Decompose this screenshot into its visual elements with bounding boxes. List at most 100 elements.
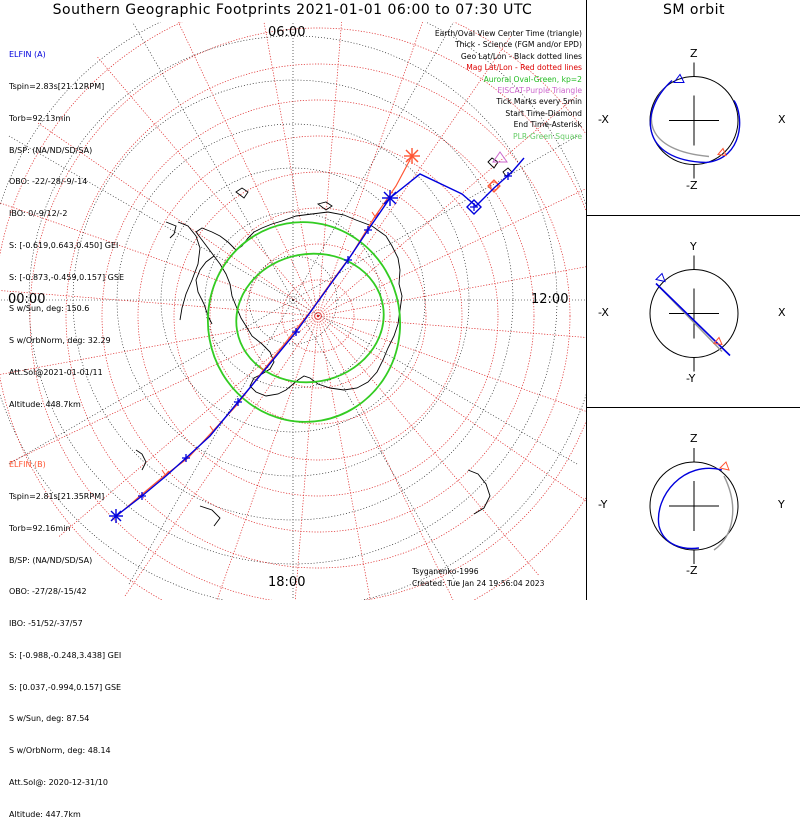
legend-item: End Time-Asterisk bbox=[513, 120, 582, 130]
mag-longitude-line bbox=[317, 188, 586, 317]
elfin-a-line: S: [-0.619,0.643,0.450] GEI bbox=[9, 240, 119, 250]
legend-item: EISCAT-Purple Triangle bbox=[497, 85, 582, 95]
geo-longitude-line bbox=[292, 134, 579, 301]
elfin-a-line: Tspin=2.83s[21.12RPM] bbox=[9, 81, 105, 91]
mag-latitude-circle bbox=[101, 99, 535, 533]
mag-longitude-line bbox=[177, 22, 319, 317]
map-legend: Earth/Oval View Center Time (triangle) Th… bbox=[435, 28, 582, 142]
elfin-a-line: IBO: 0/-9/12/-2 bbox=[9, 209, 68, 219]
geo-longitude-line bbox=[292, 299, 459, 586]
orbit-a bbox=[657, 467, 723, 550]
auroral-oval bbox=[206, 221, 402, 423]
orbit-b bbox=[713, 475, 734, 551]
sm-axis-label-top: Z bbox=[690, 432, 698, 445]
hour-label-right: 12:00 bbox=[531, 292, 569, 307]
orbit-a-triangle bbox=[655, 272, 666, 283]
mag-longitude-line bbox=[0, 290, 319, 317]
mag-longitude-line bbox=[317, 22, 423, 317]
elfin-a-line: B/SP: (NA/ND/SD/SA) bbox=[9, 145, 93, 155]
mag-longitude-line bbox=[317, 315, 586, 412]
eiscat-triangle bbox=[492, 151, 508, 163]
elfin-b-line: S: [0.037,-0.994,0.157] GSE bbox=[9, 682, 122, 692]
elfin-a-track bbox=[109, 157, 525, 523]
elfin-a-line: OBO: -22/-28/-9/-14 bbox=[9, 177, 88, 187]
elfin-b-header: ELFIN (B) bbox=[9, 460, 46, 470]
mag-longitude-line bbox=[317, 95, 578, 317]
mag-longitude-line bbox=[124, 315, 319, 597]
legend-item: Start Time-Diamond bbox=[505, 108, 582, 118]
orbit-a-triangle bbox=[673, 73, 685, 83]
hour-label-top: 06:00 bbox=[268, 25, 306, 40]
mag-longitude-line bbox=[317, 315, 586, 502]
orbit-b-triangle bbox=[719, 461, 730, 471]
mag-longitude-line bbox=[263, 22, 319, 317]
elfin-a-start-diamond bbox=[466, 199, 482, 215]
sm-axis-label-top: Y bbox=[690, 239, 697, 253]
sm-axis-label-right: X bbox=[778, 305, 786, 319]
elfin-b-line: S w/OrbNorm, deg: 48.14 bbox=[9, 746, 111, 756]
elfin-b-line: Att.Sol@: 2020-12-31/10 bbox=[9, 778, 108, 787]
sm-orbit-plot bbox=[649, 448, 739, 564]
elfin-a-line: Altitude: 448.7km bbox=[9, 399, 81, 409]
mag-latitude-circle bbox=[245, 243, 391, 389]
orbit-b-triangle bbox=[717, 147, 727, 157]
sm-axis-label-left: -X bbox=[598, 112, 609, 126]
footprint-map bbox=[0, 0, 800, 600]
legend-item: Mag Lat/Lon - Red dotted lines bbox=[466, 63, 582, 73]
hour-label-left: 00:00 bbox=[8, 292, 46, 307]
geo-longitude-line bbox=[292, 299, 579, 466]
sm-axis-label-top: Z bbox=[690, 46, 698, 60]
elfin-b-info: ELFIN (B) Tspin=2.81s[21.35RPM] Torb=92.… bbox=[9, 439, 121, 831]
elfin-a-line: Att.Sol@2021-01-01/11 bbox=[9, 368, 103, 377]
mag-longitude-line bbox=[216, 315, 319, 600]
created-timestamp: Created: Tue Jan 24 19:56:04 2023 bbox=[412, 579, 545, 588]
sm-orbit-plot bbox=[649, 62, 741, 179]
mag-longitude-line bbox=[97, 56, 319, 317]
elfin-a-info: ELFIN (A) Tspin=2.83s[21.12RPM] Torb=92.… bbox=[9, 29, 124, 421]
sm-axis-label-left: -Y bbox=[598, 498, 608, 511]
mag-latitude-circle bbox=[137, 135, 499, 497]
sm-axis-label-bottom: -Y bbox=[686, 371, 696, 385]
legend-item: Geo Lat/Lon - Black dotted lines bbox=[460, 51, 582, 61]
sm-axis-label-bottom: -Z bbox=[686, 564, 698, 577]
mag-latitude-circle bbox=[29, 27, 586, 600]
orbit-b-triangle bbox=[713, 336, 723, 346]
elfin-a-header: ELFIN (A) bbox=[9, 50, 46, 60]
mag-longitude-line bbox=[58, 315, 319, 537]
mag-longitude-line bbox=[0, 202, 319, 317]
legend-item: Earth/Oval View Center Time (triangle) bbox=[434, 29, 582, 38]
mag-latitude-circle bbox=[173, 171, 463, 461]
mag-latitude-circle bbox=[281, 279, 355, 353]
elfin-b-line: Altitude: 447.7km bbox=[9, 809, 81, 819]
sm-orbit-panel: Z -Z -X X bbox=[588, 22, 800, 215]
geo-longitude-line bbox=[7, 134, 294, 301]
elfin-a-start-asterisk bbox=[109, 509, 123, 523]
elfin-b-line: S w/Sun, deg: 87.54 bbox=[9, 714, 90, 724]
elfin-b-line: Tspin=2.81s[21.35RPM] bbox=[9, 491, 105, 501]
elfin-a-line: S: [-0.873,-0.459,0.157] GSE bbox=[9, 272, 124, 282]
elfin-a-line: S w/OrbNorm, deg: 32.29 bbox=[9, 336, 111, 346]
geo-longitude-line bbox=[292, 22, 454, 301]
legend-item: Thick - Science (FGM and/or EPD) bbox=[455, 40, 582, 50]
antarctica-coastline bbox=[135, 157, 513, 527]
mag-longitude-line bbox=[317, 22, 342, 317]
sm-orbit-panel: Z -Z -Y Y bbox=[588, 408, 800, 600]
mag-longitude-line bbox=[0, 315, 319, 375]
hour-label-bottom: 18:00 bbox=[268, 575, 306, 590]
mag-longitude-line bbox=[294, 315, 319, 600]
sm-orbit-plot bbox=[649, 255, 739, 372]
elfin-a-line: S w/Sun, deg: 150.6 bbox=[9, 304, 90, 314]
elfin-b-end-asterisk bbox=[404, 148, 420, 164]
mag-latitude-circle bbox=[209, 207, 427, 425]
sm-orbit-title: SM orbit bbox=[662, 2, 725, 18]
model-credit: Tsyganenko-1996 bbox=[412, 567, 479, 576]
sm-orbit-panel: Y -Y -X X bbox=[588, 216, 800, 407]
mag-longitude-line bbox=[317, 315, 454, 600]
sm-axis-label-right: Y bbox=[778, 498, 785, 511]
elfin-a-line: Torb=92.13min bbox=[9, 113, 71, 123]
mag-longitude-line bbox=[317, 315, 586, 338]
elfin-b-line: B/SP: (NA/ND/SD/SA) bbox=[9, 555, 93, 565]
elfin-b-line: S: [-0.988,-0.248,3.438] GEI bbox=[9, 650, 122, 660]
legend-item: Auroral Oval-Green, kp=2 bbox=[483, 74, 582, 84]
elfin-b-line: Torb=92.16min bbox=[9, 523, 71, 533]
